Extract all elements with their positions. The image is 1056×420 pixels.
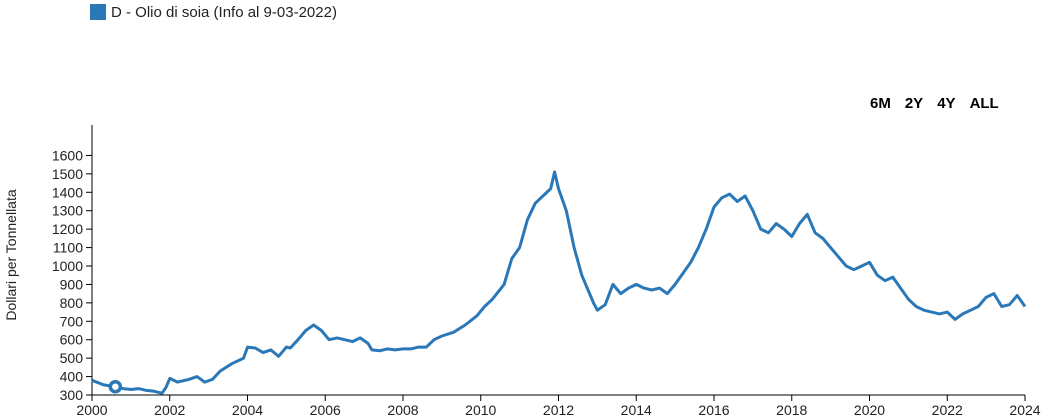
x-tick-label: 2010 — [465, 402, 496, 418]
y-tick: 600 — [60, 332, 92, 348]
y-tick-label: 900 — [60, 276, 84, 292]
x-tick-label: 2008 — [387, 402, 418, 418]
x-tick-label: 2012 — [543, 402, 574, 418]
y-tick: 1500 — [52, 166, 92, 182]
y-axis: 300 400 500 600 700 800 900 1000 1100 1200 1300 140… — [52, 125, 93, 403]
y-tick: 800 — [60, 295, 92, 311]
range-all-button[interactable]: ALL — [969, 95, 999, 112]
x-tick-label: 2014 — [621, 402, 652, 418]
y-tick: 900 — [60, 276, 92, 292]
y-tick-label: 300 — [60, 387, 84, 403]
x-tick: 2004 — [232, 395, 263, 418]
x-tick-label: 2022 — [932, 402, 963, 418]
y-tick: 500 — [60, 350, 92, 366]
x-tick-label: 2000 — [76, 402, 107, 418]
x-axis: 2000 2002 2004 2006 2008 2010 2012 2014 2016 2018… — [76, 394, 1041, 418]
range-2y-button[interactable]: 2Y — [904, 95, 924, 112]
x-tick: 2024 — [1009, 395, 1041, 418]
y-tick: 300 — [60, 387, 92, 403]
x-tick: 2014 — [621, 395, 652, 418]
x-tick-label: 2016 — [698, 402, 729, 418]
y-tick: 1000 — [52, 258, 92, 274]
y-tick: 1600 — [52, 147, 92, 163]
x-tick: 2010 — [465, 395, 497, 418]
x-tick-label: 2004 — [232, 402, 263, 418]
x-tick-label: 2018 — [776, 402, 807, 418]
y-tick: 1300 — [52, 203, 92, 219]
y-tick-label: 500 — [60, 350, 84, 366]
x-tick: 2020 — [854, 395, 885, 418]
y-tick-label: 1600 — [52, 147, 83, 163]
x-tick: 2012 — [543, 395, 574, 418]
y-tick-label: 400 — [60, 369, 84, 385]
y-tick-label: 700 — [60, 313, 84, 329]
legend[interactable]: D - Olio di soia (Info al 9-03-2022) — [90, 2, 337, 22]
legend-label: D - Olio di soia (Info al 9-03-2022) — [111, 3, 337, 21]
y-tick: 1100 — [53, 240, 92, 256]
range-selector: 6M 2Y 4Y ALL — [870, 95, 1013, 112]
x-tick-label: 2006 — [310, 402, 341, 418]
y-tick: 1400 — [52, 184, 92, 200]
range-4y-button[interactable]: 4Y — [937, 95, 956, 112]
hover-marker[interactable] — [108, 379, 123, 394]
x-tick: 2006 — [310, 395, 341, 418]
x-tick: 2018 — [776, 395, 808, 418]
x-tick-label: 2024 — [1009, 402, 1040, 418]
series-line — [91, 170, 1027, 395]
x-tick: 2016 — [698, 395, 730, 418]
y-axis-label: Dollari per Tonnellata — [3, 189, 19, 320]
range-6m-button[interactable]: 6M — [870, 95, 891, 112]
y-tick-label: 1000 — [52, 258, 83, 274]
y-tick-label: 1300 — [52, 203, 83, 219]
x-tick: 2000 — [76, 395, 108, 418]
y-tick-label: 1200 — [52, 221, 83, 237]
legend-swatch — [90, 4, 106, 20]
y-tick: 400 — [60, 369, 92, 385]
y-tick: 700 — [60, 313, 92, 329]
y-tick: 1200 — [52, 221, 92, 237]
y-tick-label: 600 — [60, 332, 84, 348]
y-tick-label: 1400 — [52, 184, 83, 200]
x-tick-label: 2020 — [854, 402, 885, 418]
y-tick-label: 800 — [60, 295, 84, 311]
x-tick-label: 2002 — [154, 402, 185, 418]
y-tick-label: 1500 — [52, 166, 83, 182]
x-tick: 2008 — [387, 395, 419, 418]
y-tick-label: 1100 — [53, 240, 83, 256]
x-tick: 2002 — [154, 395, 186, 418]
x-tick: 2022 — [932, 395, 963, 418]
